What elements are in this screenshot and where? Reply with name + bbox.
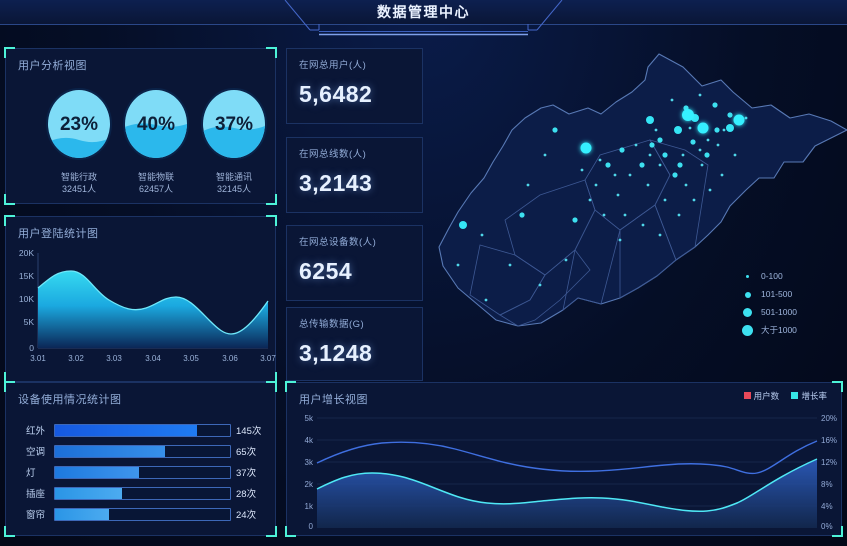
svg-text:3.06: 3.06	[222, 354, 238, 363]
svg-text:3.02: 3.02	[68, 354, 84, 363]
svg-text:0: 0	[29, 343, 34, 353]
svg-text:1k: 1k	[305, 502, 314, 511]
svg-text:37%: 37%	[215, 114, 253, 135]
svg-text:20%: 20%	[821, 414, 837, 423]
svg-text:4%: 4%	[821, 502, 833, 511]
svg-text:15K: 15K	[19, 271, 34, 281]
svg-text:2k: 2k	[305, 480, 314, 489]
svg-text:10K: 10K	[19, 294, 34, 304]
svg-text:12%: 12%	[821, 458, 837, 467]
svg-text:4k: 4k	[305, 436, 314, 445]
svg-text:3k: 3k	[305, 458, 314, 467]
svg-text:3.01: 3.01	[30, 354, 46, 363]
svg-text:40%: 40%	[137, 114, 175, 135]
svg-text:3.05: 3.05	[183, 354, 199, 363]
svg-text:16%: 16%	[821, 436, 837, 445]
svg-text:3.07: 3.07	[260, 354, 276, 363]
svg-text:5k: 5k	[305, 414, 314, 423]
svg-text:8%: 8%	[821, 480, 833, 489]
svg-text:5K: 5K	[24, 317, 35, 327]
svg-text:3.03: 3.03	[106, 354, 122, 363]
svg-text:20K: 20K	[19, 248, 34, 258]
svg-text:23%: 23%	[60, 114, 98, 135]
svg-text:0: 0	[309, 522, 314, 531]
svg-text:3.04: 3.04	[145, 354, 161, 363]
svg-text:0%: 0%	[821, 522, 833, 531]
